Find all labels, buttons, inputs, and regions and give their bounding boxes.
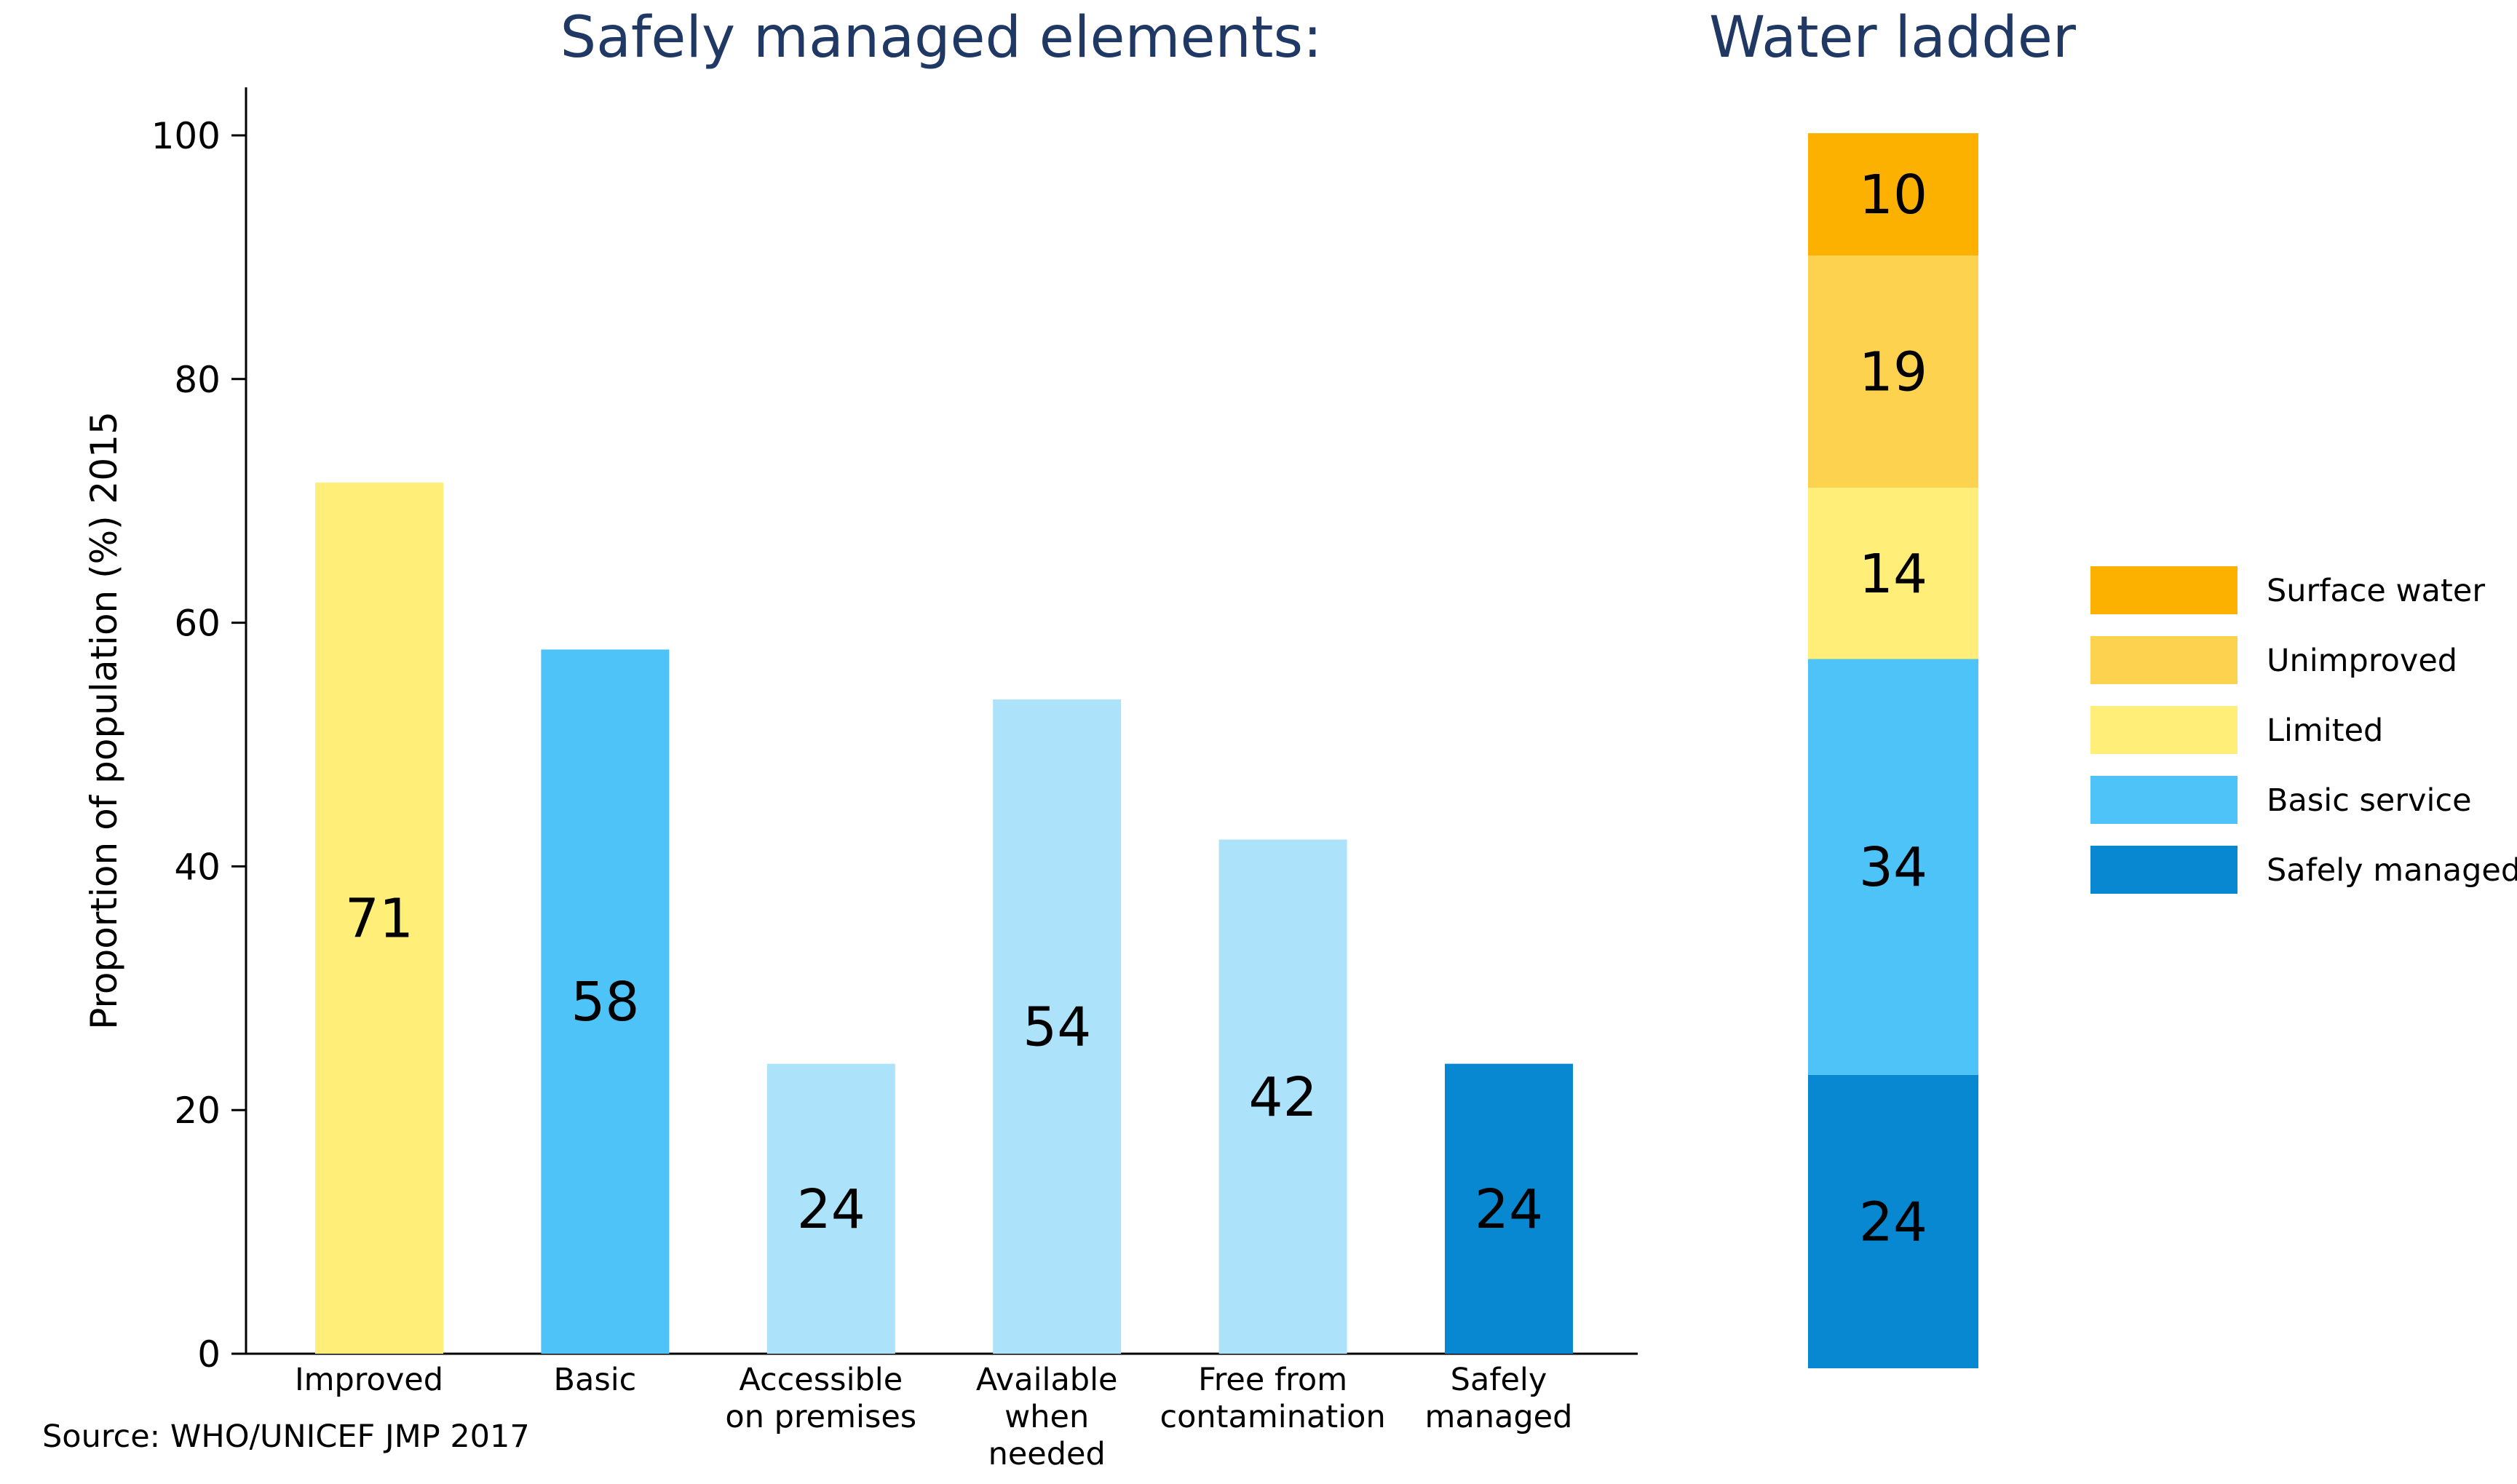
x-category-label: needed [988,1436,1106,1472]
y-tick-label: 60 [174,603,221,645]
legend-label: Safely managed [2267,852,2517,889]
legend-label: Unimproved [2267,643,2457,679]
legend-swatch-safely-managed [2090,846,2237,894]
bar-4 [1218,839,1347,1354]
bar-value-label: 42 [1249,1066,1317,1129]
x-category-label: Available [976,1362,1118,1398]
x-category-label: managed [1425,1399,1573,1435]
bar-5 [1445,1063,1573,1354]
x-category-label: Free from [1198,1362,1347,1398]
y-axis-label: Proportion of population (%) 2015 [83,411,125,1030]
legend-swatch-limited [2090,706,2237,754]
legend-swatch-unimproved [2090,636,2237,684]
chart-title-water-ladder: Water ladder [1709,5,2077,71]
legend-label: Basic service [2267,782,2472,819]
ladder-segment-surface-water [1808,133,1978,256]
chart-title-safely-managed-elements: Safely managed elements: [560,5,1323,71]
y-tick-label: 0 [197,1333,221,1376]
ladder-segment-value: 10 [1859,164,1927,226]
bar-value-label: 71 [345,888,413,951]
x-category-label: Accessible [739,1362,903,1398]
bar-value-label: 24 [1475,1178,1543,1241]
legend: Surface water Unimproved Limited Basic serv… [2090,566,2517,894]
x-category-label: Safely [1451,1362,1547,1398]
water-ladder-stack: 24 34 14 19 10 [1808,133,1978,1368]
x-category-label: when [1004,1399,1089,1435]
ladder-segment-value: 19 [1859,341,1927,404]
bar-series: 71 58 24 54 42 24 [315,483,1573,1354]
legend-swatch-basic-service [2090,776,2237,824]
legend-label: Surface water [2267,573,2485,609]
legend-label: Limited [2267,713,2383,749]
bar-value-label: 58 [571,971,639,1033]
y-tick-label: 40 [174,846,221,888]
ladder-segment-safely-managed [1808,1074,1978,1368]
ladder-segment-unimproved [1808,255,1978,488]
bar-1 [541,649,670,1354]
x-category-label: on premises [725,1399,916,1435]
bar-0 [315,483,443,1354]
ladder-segment-value: 14 [1859,543,1927,606]
ladder-segment-value: 34 [1859,836,1927,899]
y-tick-label: 20 [174,1090,221,1132]
x-category-label: contamination [1160,1399,1385,1435]
bar-3 [993,699,1122,1354]
ladder-segment-basic-service [1808,659,1978,1075]
bar-value-label: 54 [1023,996,1091,1059]
y-axis-ticks: 0 20 40 60 80 100 [151,115,246,1376]
ladder-segment-value: 24 [1859,1191,1927,1253]
ladder-segment-limited [1808,488,1978,659]
x-category-label: Improved [295,1362,443,1398]
y-tick-label: 80 [174,359,221,401]
legend-swatch-surface-water [2090,566,2237,614]
bar-2 [766,1063,895,1354]
y-tick-label: 100 [151,115,221,157]
source-note: Source: WHO/UNICEF JMP 2017 [42,1418,530,1455]
x-category-label: Basic [553,1362,636,1398]
bar-value-label: 24 [797,1178,865,1241]
